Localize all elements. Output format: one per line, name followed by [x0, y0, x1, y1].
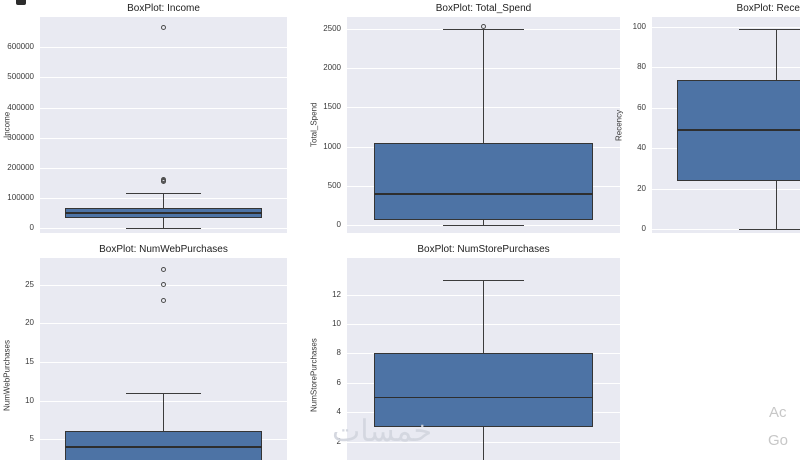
- gridline: [40, 168, 287, 170]
- y-tick-label: 1500: [323, 102, 341, 112]
- y-tick-label: 20: [25, 318, 34, 328]
- y-tick-label: 2000: [323, 63, 341, 73]
- y-tick-label: 10: [25, 395, 34, 405]
- y-tick-label: 500000: [7, 72, 34, 82]
- gridline: [40, 47, 287, 49]
- outlier-point: [160, 297, 166, 303]
- y-tick-label: 0: [29, 223, 34, 233]
- y-tick-label: 15: [25, 357, 34, 367]
- gridline: [347, 28, 620, 30]
- watermark-fragment-2: Go: [768, 432, 789, 449]
- median-line: [374, 193, 593, 195]
- plot-title: BoxPlot: Recency: [736, 3, 800, 14]
- y-tick-label: 20: [637, 183, 646, 193]
- gridline: [652, 228, 800, 230]
- y-tick-label: 5: [29, 434, 34, 444]
- whisker-cap-bottom: [442, 224, 525, 226]
- y-tick-label: 25: [25, 279, 34, 289]
- y-tick-label: 6: [336, 377, 341, 387]
- outlier-point: [480, 24, 486, 30]
- median-line: [676, 129, 800, 131]
- y-tick-label: 400000: [7, 102, 34, 112]
- y-tick-label: 2500: [323, 23, 341, 33]
- gridline: [40, 362, 287, 364]
- boxplot-box: [64, 431, 263, 460]
- whisker-cap-top: [126, 192, 201, 194]
- y-tick-label: 8: [336, 348, 341, 358]
- median-line: [64, 446, 263, 448]
- y-tick-label: 12: [332, 289, 341, 299]
- y-axis-label: NumStorePurchases: [309, 338, 319, 413]
- whisker-cap-top: [738, 29, 800, 31]
- y-tick-label: 500: [327, 180, 341, 190]
- axes-area: [347, 258, 620, 460]
- gridline: [652, 188, 800, 190]
- y-tick-label: 1000: [323, 141, 341, 151]
- y-tick-label: 600000: [7, 42, 34, 52]
- watermark-fragment-1: Ac: [769, 404, 787, 421]
- gridline: [40, 107, 287, 109]
- y-tick-label: 2: [336, 436, 341, 446]
- gridline: [652, 67, 800, 69]
- gridline: [40, 228, 287, 230]
- y-tick-label: 200000: [7, 163, 34, 173]
- whisker-cap-top: [442, 280, 525, 282]
- y-tick-label: 100000: [7, 193, 34, 203]
- whisker-cap-top: [126, 392, 201, 394]
- outlier-point: [160, 177, 166, 183]
- y-tick-label: 40: [637, 143, 646, 153]
- axes-area: [40, 258, 287, 460]
- axes-area: [347, 17, 620, 233]
- y-tick-label: 60: [637, 102, 646, 112]
- gridline: [40, 323, 287, 325]
- y-tick-label: 100: [632, 22, 646, 32]
- watermark-text: خمسات: [332, 415, 433, 448]
- axes-area: [652, 17, 800, 233]
- y-axis-label: Total_Spend: [309, 102, 319, 148]
- y-tick-label: 300000: [7, 132, 34, 142]
- plot-title: BoxPlot: Income: [127, 3, 200, 14]
- y-axis-label: Recency: [614, 109, 624, 141]
- gridline: [652, 27, 800, 29]
- outlier-point: [160, 267, 166, 273]
- plot-title: BoxPlot: Total_Spend: [435, 3, 532, 14]
- y-tick-label: 4: [336, 407, 341, 417]
- whisker-line: [483, 29, 484, 225]
- boxplot-box: [374, 353, 593, 427]
- cropped-edge-artifact: [16, 0, 26, 5]
- plot-title: BoxPlot: NumWebPurchases: [99, 244, 228, 255]
- outlier-point: [160, 24, 166, 30]
- median-line: [64, 212, 263, 214]
- whisker-cap-bottom: [738, 228, 800, 230]
- median-line: [374, 396, 593, 399]
- whisker-cap-top: [442, 29, 525, 31]
- gridline: [40, 77, 287, 79]
- axes-area: [40, 17, 287, 233]
- y-tick-label: 10: [332, 319, 341, 329]
- whisker-line: [163, 392, 164, 460]
- boxplot-box: [374, 143, 593, 220]
- y-tick-label: 0: [336, 220, 341, 230]
- whisker-cap-bottom: [126, 227, 201, 229]
- y-tick-label: 80: [637, 62, 646, 72]
- y-tick-label: 0: [641, 223, 646, 233]
- outlier-point: [160, 282, 166, 288]
- plot-title: BoxPlot: NumStorePurchases: [417, 244, 550, 255]
- gridline: [40, 137, 287, 139]
